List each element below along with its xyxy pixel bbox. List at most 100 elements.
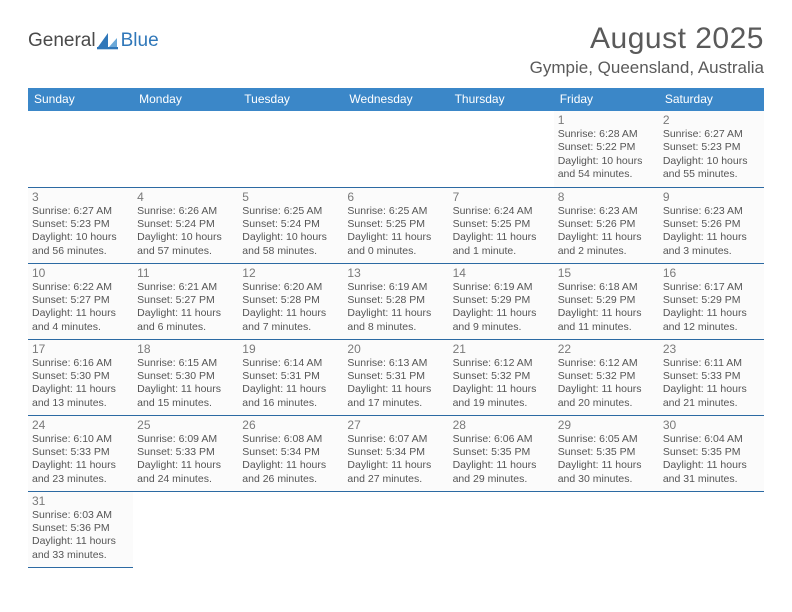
day-number: 7 [453, 190, 550, 204]
day-info-line: and 58 minutes. [242, 245, 339, 258]
day-info-line: Sunset: 5:36 PM [32, 522, 129, 535]
day-info-line: Daylight: 11 hours [347, 307, 444, 320]
day-info-line: Sunrise: 6:26 AM [137, 205, 234, 218]
day-info-line: Sunset: 5:28 PM [242, 294, 339, 307]
day-info-line: Sunset: 5:33 PM [663, 370, 760, 383]
calendar-header-row: SundayMondayTuesdayWednesdayThursdayFrid… [28, 88, 764, 111]
day-info-line: and 29 minutes. [453, 473, 550, 486]
calendar-week-row: 24Sunrise: 6:10 AMSunset: 5:33 PMDayligh… [28, 415, 764, 491]
day-info-line: and 56 minutes. [32, 245, 129, 258]
calendar-day-cell [449, 111, 554, 187]
day-info-line: and 57 minutes. [137, 245, 234, 258]
logo: General Blue [28, 30, 159, 52]
day-info-line: Sunrise: 6:28 AM [558, 128, 655, 141]
day-info-line: Sunrise: 6:21 AM [137, 281, 234, 294]
day-info-line: Sunrise: 6:06 AM [453, 433, 550, 446]
day-info-line: Daylight: 11 hours [137, 307, 234, 320]
day-info-line: and 20 minutes. [558, 397, 655, 410]
calendar-day-cell: 2Sunrise: 6:27 AMSunset: 5:23 PMDaylight… [659, 111, 764, 187]
day-info-line: and 54 minutes. [558, 168, 655, 181]
calendar-day-cell [238, 491, 343, 567]
day-info-line: Daylight: 11 hours [242, 307, 339, 320]
page-title: August 2025 [530, 22, 764, 56]
calendar-day-cell: 21Sunrise: 6:12 AMSunset: 5:32 PMDayligh… [449, 339, 554, 415]
calendar-day-cell: 24Sunrise: 6:10 AMSunset: 5:33 PMDayligh… [28, 415, 133, 491]
day-info-line: Sunrise: 6:23 AM [663, 205, 760, 218]
day-info: Sunrise: 6:25 AMSunset: 5:24 PMDaylight:… [242, 205, 339, 259]
day-info-line: and 0 minutes. [347, 245, 444, 258]
day-info-line: Sunrise: 6:09 AM [137, 433, 234, 446]
weekday-header: Tuesday [238, 88, 343, 111]
logo-sail-icon [97, 32, 119, 50]
day-info-line: Sunrise: 6:08 AM [242, 433, 339, 446]
day-number: 23 [663, 342, 760, 356]
day-info: Sunrise: 6:21 AMSunset: 5:27 PMDaylight:… [137, 281, 234, 335]
day-info-line: and 27 minutes. [347, 473, 444, 486]
day-info-line: and 1 minute. [453, 245, 550, 258]
day-number: 5 [242, 190, 339, 204]
day-info-line: Sunset: 5:25 PM [347, 218, 444, 231]
day-info-line: Sunrise: 6:22 AM [32, 281, 129, 294]
day-info-line: Sunrise: 6:19 AM [453, 281, 550, 294]
day-info-line: Daylight: 11 hours [558, 459, 655, 472]
day-info: Sunrise: 6:12 AMSunset: 5:32 PMDaylight:… [453, 357, 550, 411]
day-info-line: and 31 minutes. [663, 473, 760, 486]
day-info-line: Sunset: 5:32 PM [453, 370, 550, 383]
day-info-line: Sunset: 5:34 PM [242, 446, 339, 459]
weekday-header: Wednesday [343, 88, 448, 111]
day-number: 4 [137, 190, 234, 204]
day-info-line: and 6 minutes. [137, 321, 234, 334]
day-info-line: Sunset: 5:35 PM [558, 446, 655, 459]
day-info-line: Daylight: 10 hours [137, 231, 234, 244]
day-number: 25 [137, 418, 234, 432]
day-info: Sunrise: 6:23 AMSunset: 5:26 PMDaylight:… [558, 205, 655, 259]
calendar-day-cell: 15Sunrise: 6:18 AMSunset: 5:29 PMDayligh… [554, 263, 659, 339]
weekday-header: Friday [554, 88, 659, 111]
calendar-day-cell: 20Sunrise: 6:13 AMSunset: 5:31 PMDayligh… [343, 339, 448, 415]
day-number: 18 [137, 342, 234, 356]
calendar-day-cell: 9Sunrise: 6:23 AMSunset: 5:26 PMDaylight… [659, 187, 764, 263]
calendar-day-cell [28, 111, 133, 187]
day-info: Sunrise: 6:06 AMSunset: 5:35 PMDaylight:… [453, 433, 550, 487]
day-info-line: Daylight: 11 hours [453, 383, 550, 396]
day-number: 13 [347, 266, 444, 280]
calendar-day-cell: 3Sunrise: 6:27 AMSunset: 5:23 PMDaylight… [28, 187, 133, 263]
calendar-table: SundayMondayTuesdayWednesdayThursdayFrid… [28, 88, 764, 568]
day-info-line: Sunset: 5:24 PM [137, 218, 234, 231]
day-info-line: and 26 minutes. [242, 473, 339, 486]
day-info-line: Sunrise: 6:17 AM [663, 281, 760, 294]
calendar-day-cell: 29Sunrise: 6:05 AMSunset: 5:35 PMDayligh… [554, 415, 659, 491]
day-info-line: Sunrise: 6:24 AM [453, 205, 550, 218]
calendar-week-row: 10Sunrise: 6:22 AMSunset: 5:27 PMDayligh… [28, 263, 764, 339]
calendar-week-row: 3Sunrise: 6:27 AMSunset: 5:23 PMDaylight… [28, 187, 764, 263]
day-info-line: Sunrise: 6:10 AM [32, 433, 129, 446]
day-info-line: Daylight: 10 hours [32, 231, 129, 244]
day-info-line: and 8 minutes. [347, 321, 444, 334]
day-info-line: Daylight: 10 hours [242, 231, 339, 244]
calendar-day-cell: 12Sunrise: 6:20 AMSunset: 5:28 PMDayligh… [238, 263, 343, 339]
day-info-line: Sunset: 5:33 PM [32, 446, 129, 459]
day-info-line: Daylight: 11 hours [453, 459, 550, 472]
day-info-line: Sunset: 5:32 PM [558, 370, 655, 383]
day-info: Sunrise: 6:27 AMSunset: 5:23 PMDaylight:… [663, 128, 760, 182]
day-number: 15 [558, 266, 655, 280]
day-info: Sunrise: 6:09 AMSunset: 5:33 PMDaylight:… [137, 433, 234, 487]
day-number: 14 [453, 266, 550, 280]
weekday-header: Thursday [449, 88, 554, 111]
calendar-day-cell [133, 111, 238, 187]
day-info-line: and 7 minutes. [242, 321, 339, 334]
day-info: Sunrise: 6:17 AMSunset: 5:29 PMDaylight:… [663, 281, 760, 335]
day-number: 28 [453, 418, 550, 432]
day-info-line: Daylight: 11 hours [242, 459, 339, 472]
day-info-line: and 12 minutes. [663, 321, 760, 334]
day-info: Sunrise: 6:19 AMSunset: 5:29 PMDaylight:… [453, 281, 550, 335]
day-number: 9 [663, 190, 760, 204]
day-info-line: Sunrise: 6:07 AM [347, 433, 444, 446]
calendar-day-cell: 28Sunrise: 6:06 AMSunset: 5:35 PMDayligh… [449, 415, 554, 491]
location-text: Gympie, Queensland, Australia [530, 58, 764, 78]
day-info-line: and 17 minutes. [347, 397, 444, 410]
logo-text-2: Blue [121, 30, 159, 52]
day-info-line: Daylight: 11 hours [137, 383, 234, 396]
day-info-line: Sunrise: 6:19 AM [347, 281, 444, 294]
day-info-line: Daylight: 10 hours [663, 155, 760, 168]
